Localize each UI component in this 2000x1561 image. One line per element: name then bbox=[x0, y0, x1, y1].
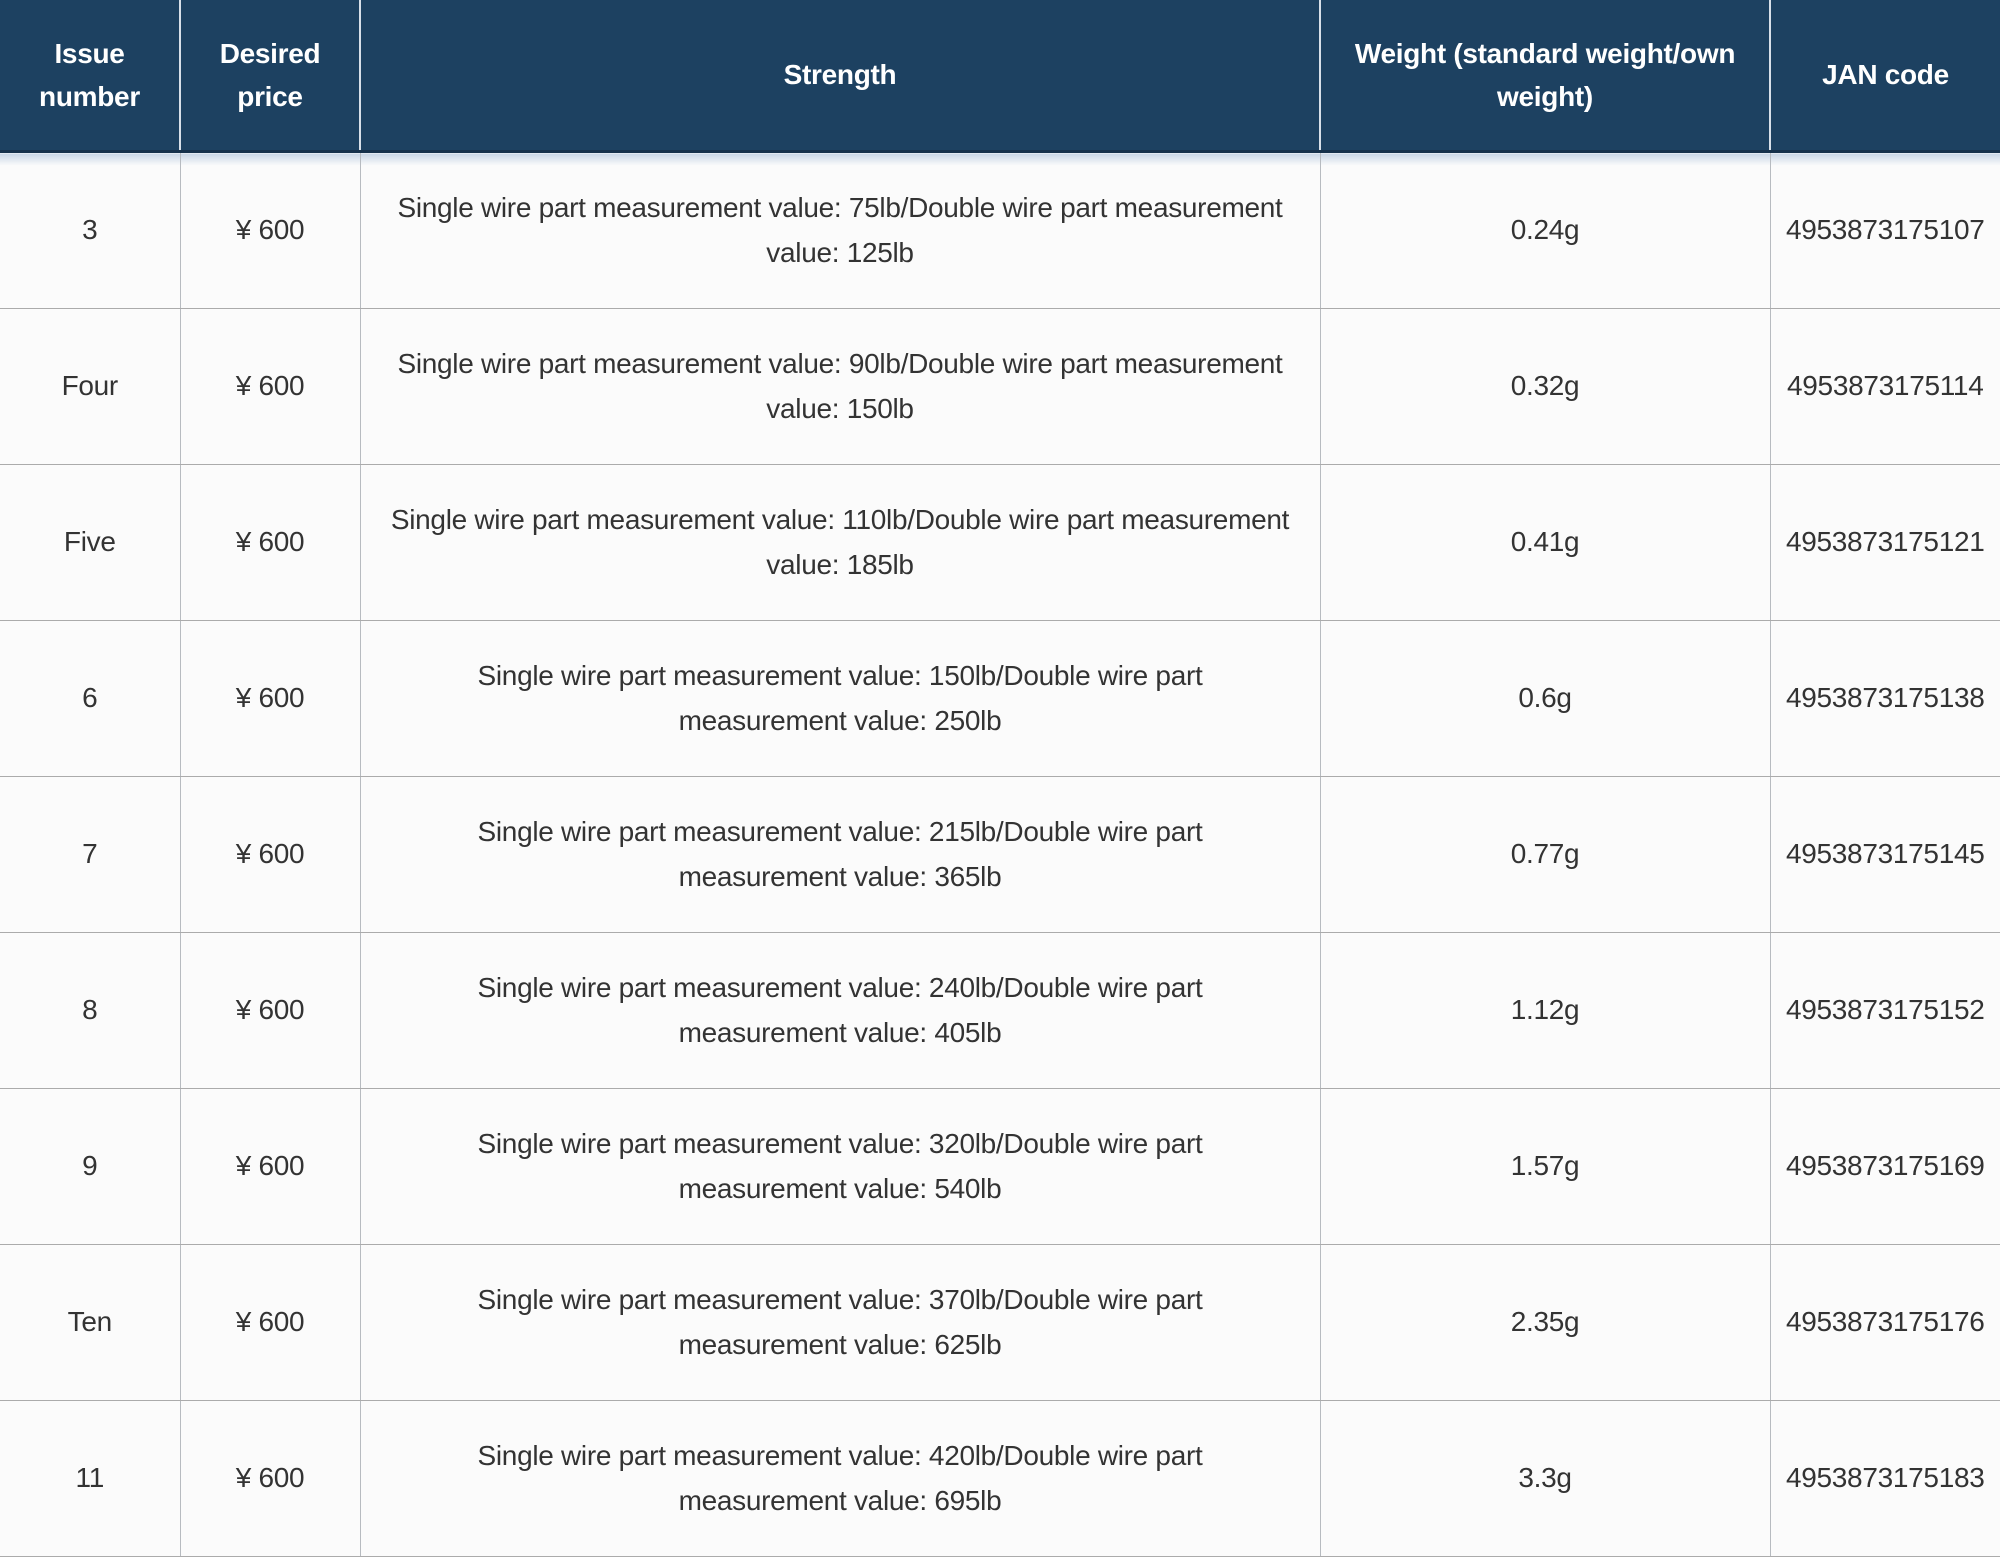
table-row: 3 ¥ 600 Single wire part measurement val… bbox=[0, 151, 2000, 309]
cell-weight: 0.24g bbox=[1320, 151, 1771, 309]
cell-issue-number: Four bbox=[0, 308, 181, 465]
cell-strength: Single wire part measurement value: 240l… bbox=[360, 932, 1321, 1089]
cell-issue-number: Ten bbox=[0, 1244, 181, 1401]
table-row: Four ¥ 600 Single wire part measurement … bbox=[0, 308, 2000, 465]
header-row: Issue number Desired price Strength Weig… bbox=[0, 0, 2000, 153]
cell-strength: Single wire part measurement value: 75lb… bbox=[360, 151, 1321, 309]
cell-weight: 0.41g bbox=[1320, 464, 1771, 621]
table-bottom-border bbox=[0, 1557, 2000, 1561]
column-header-weight: Weight (standard weight/own weight) bbox=[1320, 0, 1771, 153]
cell-desired-price: ¥ 600 bbox=[180, 308, 361, 465]
cell-jan-code: 4953873175114 bbox=[1770, 308, 2000, 465]
cell-jan-code: 4953873175152 bbox=[1770, 932, 2000, 1089]
table-row: 7 ¥ 600 Single wire part measurement val… bbox=[0, 776, 2000, 933]
cell-issue-number: 7 bbox=[0, 776, 181, 933]
cell-jan-code: 4953873175176 bbox=[1770, 1244, 2000, 1401]
table-row: 8 ¥ 600 Single wire part measurement val… bbox=[0, 932, 2000, 1089]
cell-strength: Single wire part measurement value: 110l… bbox=[360, 464, 1321, 621]
cell-desired-price: ¥ 600 bbox=[180, 151, 361, 309]
cell-jan-code: 4953873175121 bbox=[1770, 464, 2000, 621]
cell-strength: Single wire part measurement value: 420l… bbox=[360, 1400, 1321, 1557]
table-row: Ten ¥ 600 Single wire part measurement v… bbox=[0, 1244, 2000, 1401]
cell-issue-number: 11 bbox=[0, 1400, 181, 1557]
cell-desired-price: ¥ 600 bbox=[180, 1400, 361, 1557]
column-header-strength: Strength bbox=[360, 0, 1321, 153]
cell-weight: 0.32g bbox=[1320, 308, 1771, 465]
cell-issue-number: 9 bbox=[0, 1088, 181, 1245]
cell-issue-number: Five bbox=[0, 464, 181, 621]
cell-desired-price: ¥ 600 bbox=[180, 932, 361, 1089]
cell-jan-code: 4953873175183 bbox=[1770, 1400, 2000, 1557]
cell-issue-number: 8 bbox=[0, 932, 181, 1089]
table-row: 6 ¥ 600 Single wire part measurement val… bbox=[0, 620, 2000, 777]
cell-jan-code: 4953873175169 bbox=[1770, 1088, 2000, 1245]
cell-strength: Single wire part measurement value: 320l… bbox=[360, 1088, 1321, 1245]
column-header-jan-code: JAN code bbox=[1770, 0, 2000, 153]
cell-weight: 1.57g bbox=[1320, 1088, 1771, 1245]
cell-jan-code: 4953873175138 bbox=[1770, 620, 2000, 777]
cell-weight: 2.35g bbox=[1320, 1244, 1771, 1401]
cell-desired-price: ¥ 600 bbox=[180, 1088, 361, 1245]
column-header-desired-price: Desired price bbox=[180, 0, 361, 153]
cell-strength: Single wire part measurement value: 150l… bbox=[360, 620, 1321, 777]
cell-weight: 0.77g bbox=[1320, 776, 1771, 933]
cell-issue-number: 3 bbox=[0, 151, 181, 309]
cell-weight: 1.12g bbox=[1320, 932, 1771, 1089]
table-row: 9 ¥ 600 Single wire part measurement val… bbox=[0, 1088, 2000, 1245]
cell-jan-code: 4953873175107 bbox=[1770, 151, 2000, 309]
cell-desired-price: ¥ 600 bbox=[180, 1244, 361, 1401]
column-header-issue-number: Issue number bbox=[0, 0, 181, 153]
cell-strength: Single wire part measurement value: 370l… bbox=[360, 1244, 1321, 1401]
cell-desired-price: ¥ 600 bbox=[180, 464, 361, 621]
cell-desired-price: ¥ 600 bbox=[180, 776, 361, 933]
cell-issue-number: 6 bbox=[0, 620, 181, 777]
table-row: Five ¥ 600 Single wire part measurement … bbox=[0, 464, 2000, 621]
table-row: 11 ¥ 600 Single wire part measurement va… bbox=[0, 1400, 2000, 1557]
cell-jan-code: 4953873175145 bbox=[1770, 776, 2000, 933]
cell-desired-price: ¥ 600 bbox=[180, 620, 361, 777]
cell-strength: Single wire part measurement value: 215l… bbox=[360, 776, 1321, 933]
cell-weight: 0.6g bbox=[1320, 620, 1771, 777]
cell-weight: 3.3g bbox=[1320, 1400, 1771, 1557]
cell-strength: Single wire part measurement value: 90lb… bbox=[360, 308, 1321, 465]
